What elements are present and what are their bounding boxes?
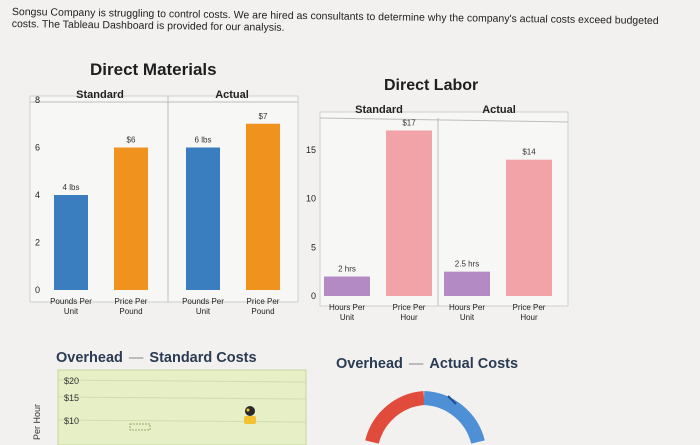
bar bbox=[246, 123, 280, 290]
data-label: 2.5 hrs bbox=[455, 260, 479, 269]
group-label: Standard bbox=[355, 104, 403, 116]
data-label: $17 bbox=[402, 118, 416, 127]
category-label: Price Per bbox=[115, 297, 148, 306]
ytick-label: 10 bbox=[306, 194, 316, 204]
data-label: 6 lbs bbox=[195, 136, 212, 145]
overhead-actual-dash: — bbox=[408, 356, 424, 372]
ytick-label: 0 bbox=[35, 285, 40, 295]
direct-materials-title: Direct Materials bbox=[90, 60, 217, 79]
group-label: Actual bbox=[215, 89, 249, 101]
category-label: Hours Per bbox=[449, 303, 485, 312]
data-label: $7 bbox=[259, 112, 268, 121]
category-label: Price Per bbox=[513, 303, 546, 312]
category-label: Unit bbox=[196, 307, 211, 316]
ytick-label: 0 bbox=[311, 291, 316, 301]
overhead-standard-dash: — bbox=[128, 350, 144, 366]
category-label: Unit bbox=[460, 313, 475, 322]
category-label: Unit bbox=[340, 313, 355, 322]
group-label: Actual bbox=[482, 104, 516, 116]
category-label: Hours Per bbox=[329, 303, 365, 312]
ytick-label: 8 bbox=[35, 95, 40, 105]
ytick-label: 15 bbox=[306, 145, 316, 155]
data-label: 2 hrs bbox=[338, 265, 356, 274]
overhead-standard-panel bbox=[57, 369, 307, 445]
group-label: Standard bbox=[76, 89, 124, 101]
ytick-label: 6 bbox=[35, 143, 40, 153]
category-label: Pounds Per bbox=[50, 297, 92, 306]
category-label: Pound bbox=[119, 307, 142, 316]
category-label: Pounds Per bbox=[182, 297, 224, 306]
ytick-20: $20 bbox=[64, 376, 79, 386]
overhead-ylabel: Per Hour bbox=[32, 404, 42, 440]
bar bbox=[324, 276, 370, 296]
category-label: Hour bbox=[400, 313, 418, 322]
ytick-label: 4 bbox=[35, 190, 40, 200]
gridline-15 bbox=[57, 396, 307, 400]
ytick-15: $15 bbox=[64, 393, 79, 403]
overhead-gauge bbox=[365, 391, 485, 444]
overhead-actual-title: Overhead — Actual Costs bbox=[336, 356, 518, 372]
bar bbox=[386, 130, 432, 296]
person-icon bbox=[244, 406, 256, 424]
data-label: $14 bbox=[522, 148, 536, 157]
bar bbox=[54, 195, 88, 290]
data-label: $6 bbox=[127, 136, 136, 145]
ytick-10: $10 bbox=[64, 416, 79, 426]
category-label: Unit bbox=[64, 307, 79, 316]
overhead-standard-title: Overhead — Standard Costs bbox=[56, 350, 257, 366]
overhead-standard-label: Overhead bbox=[56, 350, 123, 366]
gridline-20 bbox=[57, 379, 307, 383]
bar bbox=[114, 147, 148, 290]
bar bbox=[186, 147, 220, 290]
gauge-blue-arc bbox=[423, 391, 485, 444]
data-label: 4 lbs bbox=[63, 183, 80, 192]
direct-labor-title: Direct Labor bbox=[384, 77, 479, 94]
ytick-label: 2 bbox=[35, 238, 40, 248]
bar bbox=[506, 159, 552, 296]
category-label: Hour bbox=[520, 313, 538, 322]
gauge-needle bbox=[447, 395, 457, 405]
category-label: Pound bbox=[251, 307, 274, 316]
category-label: Price Per bbox=[247, 297, 280, 306]
category-label: Price Per bbox=[393, 303, 426, 312]
bar bbox=[444, 271, 490, 296]
gauge-red-arc bbox=[365, 391, 425, 444]
gridline-10 bbox=[57, 419, 307, 423]
overhead-marker bbox=[129, 423, 151, 431]
overhead-actual-label: Overhead bbox=[336, 356, 403, 372]
ytick-label: 5 bbox=[311, 242, 316, 252]
overhead-standard-sub: Standard Costs bbox=[149, 350, 257, 366]
overhead-actual-sub: Actual Costs bbox=[429, 356, 519, 372]
dl-header-line bbox=[319, 117, 569, 123]
